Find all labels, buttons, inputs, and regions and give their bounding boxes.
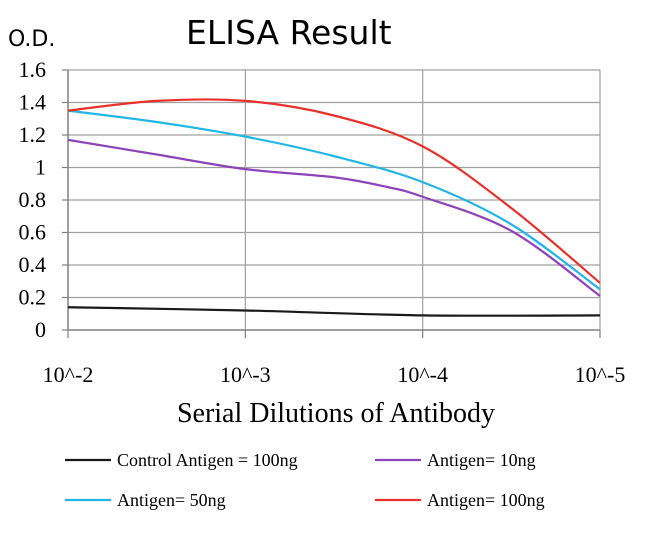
series-line-antigen-100ng <box>67 98 601 284</box>
legend-label: Antigen= 50ng <box>117 490 226 510</box>
x-tick-label: 10^-3 <box>220 362 271 387</box>
y-tick-label: 1.4 <box>19 90 47 115</box>
x-axis-label: Serial Dilutions of Antibody <box>177 398 495 429</box>
series-line-antigen-10ng <box>67 138 601 297</box>
series-line-control-antigen-100ng <box>67 306 601 317</box>
x-tick-label: 10^-2 <box>43 362 94 387</box>
series-line-antigen-50ng <box>67 109 601 291</box>
legend: Control Antigen = 100ng Antigen= 10ng Anti… <box>65 450 545 510</box>
x-tick-labels: 10^-2 10^-3 10^-4 10^-5 <box>43 362 626 387</box>
y-tick-label: 0.6 <box>19 220 47 245</box>
legend-label: Antigen= 10ng <box>427 450 536 470</box>
y-axis-label: O.D. <box>8 27 55 52</box>
y-tick-label: 0.8 <box>19 187 47 212</box>
y-tick-label: 1.2 <box>19 122 47 147</box>
axes <box>62 69 601 338</box>
series-lines <box>67 98 601 317</box>
y-tick-label: 0.2 <box>19 285 47 310</box>
x-tick-label: 10^-5 <box>575 362 626 387</box>
y-tick-label: 0 <box>35 317 46 342</box>
chart-title: ELISA Result <box>186 13 392 52</box>
legend-label: Control Antigen = 100ng <box>117 450 298 470</box>
y-tick-label: 1.6 <box>19 57 47 82</box>
y-tick-labels: 0 0.2 0.4 0.6 0.8 1 1.2 1.4 1.6 <box>19 57 47 342</box>
y-tick-label: 1 <box>35 155 46 180</box>
grid <box>68 69 601 330</box>
x-tick-label: 10^-4 <box>397 362 448 387</box>
legend-label: Antigen= 100ng <box>427 490 545 510</box>
y-tick-label: 0.4 <box>19 252 47 277</box>
